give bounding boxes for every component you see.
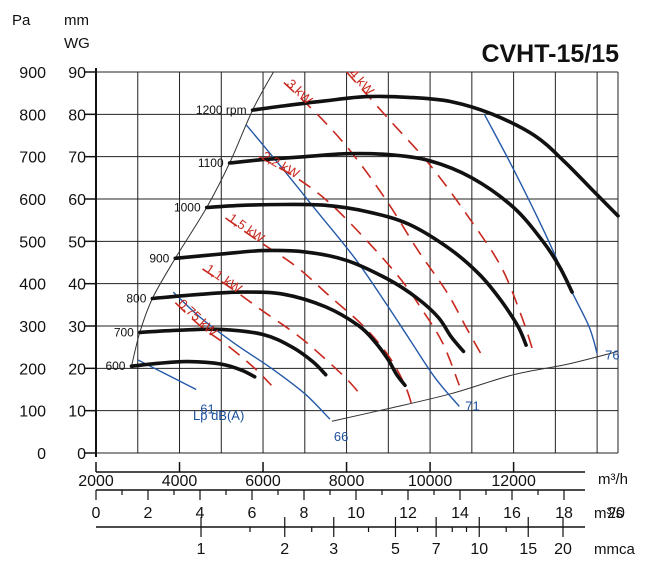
y-tick-label-mmwg: 80 [68,107,86,124]
x-tick-label-m3h: 10000 [408,473,453,490]
x-tick-label-m3h: 4000 [162,473,198,490]
x-tick-label-m3s: 4 [196,505,205,522]
y-tick-label-pa: 300 [19,319,46,336]
power-curves [174,71,536,411]
speed-curves [129,94,620,388]
x-tick-label-m3h: 8000 [329,473,365,490]
power-curve-0-75-kW [174,302,272,386]
y-tick-label-pa: 900 [19,65,46,82]
x-tick-label-mmca: 3 [329,541,338,558]
y-tick-label-mmwg: 30 [68,319,86,336]
y-tick-label-pa: 500 [19,234,46,251]
power-curve-2-2-kW [258,156,461,386]
x-tick-label-m3s: 0 [92,505,101,522]
x-tick-label-m3h: 2000 [78,473,114,490]
x-tick-label-m3s: 12 [399,505,417,522]
x-tick-label-mmca: 15 [519,541,537,558]
y-tick-label-pa: 400 [19,277,46,294]
speed-curve-1000 [204,202,528,347]
speed-curve-700 [138,327,328,377]
speed-label-600: 600 [105,359,125,373]
x-tick-label-m3s: 8 [300,505,309,522]
speed-label-800: 800 [126,291,146,305]
x-tick-label-m3s: 20 [607,505,625,522]
x-tick-label-m3s: 2 [144,505,153,522]
x-tick-label-mmca: 1 [197,541,206,558]
power-curve-4-kW [346,71,536,356]
operating-boundaries [131,71,619,422]
noise-curve-66 [172,291,331,420]
y-tick-label-pa: 700 [19,150,46,167]
power-curve-3-kW [283,82,486,361]
speed-label-700: 700 [114,325,134,339]
y-tick-label-pa: 200 [19,361,46,378]
speed-curve-1100 [227,151,574,294]
noise-label-76: 76 [605,348,619,363]
y-tick-label-mmwg: 10 [68,404,86,421]
x-tick-label-mmca: 5 [391,541,400,558]
y-axis: 0 0 100 10 200 20 300 30 400 40 500 50 600 60 700 70 800… [19,65,96,463]
y-tick-label-mmwg: 20 [68,361,86,378]
x-tick-label-mmca: 10 [470,541,488,558]
y-tick-label-pa: 600 [19,192,46,209]
x-tick-label-m3h: 6000 [245,473,281,490]
power-label-0-75-kW: 0.75 kW [175,296,221,340]
speed-label-1000: 1000 [174,200,201,214]
y-tick-label-pa: 800 [19,107,46,124]
power-label-2-2-kW: 2,2 kW [259,148,302,181]
x-tick-label-mmca: 7 [432,541,441,558]
x-tick-label-m3h: 12000 [491,473,536,490]
noise-curve-76 [483,113,598,354]
y-axis-unit-wg: WG [64,35,90,52]
noise-label-71: 71 [465,398,479,413]
x-tick-label-m3s: 16 [503,505,521,522]
speed-curve-800 [150,290,407,388]
x-tick-label-mmca: 20 [554,541,572,558]
x-axis-unit-mmca: mmca [594,541,635,558]
speed-label-900: 900 [149,251,169,265]
y-tick-label-mmwg: 60 [68,192,86,209]
y-tick-label-mmwg: 50 [68,234,86,251]
y-tick-label-mmwg: 0 [77,446,86,463]
speed-label-1200-rpm: 1200 rpm [196,103,247,117]
power-curve-1-5-kW [225,217,415,411]
x-tick-label-m3s: 14 [451,505,469,522]
x-tick-label-m3s: 10 [347,505,365,522]
y-tick-label-mmwg: 70 [68,150,86,167]
speed-curve-600 [129,359,257,379]
speed-curve-1200-rpm [250,94,620,218]
speed-label-1100: 1100 [198,156,224,170]
y-axis-unit-mm: mm [64,12,89,29]
noise-unit-label: Lp dB(A) [193,408,244,423]
x-tick-label-mmca: 2 [280,541,289,558]
x-tick-label-m3s: 6 [248,505,257,522]
y-tick-label-mmwg: 90 [68,65,86,82]
y-axis-unit-pa: Pa [12,12,31,29]
x-axis-unit-m3h: m³/h [598,471,628,488]
power-label-1-5-kW: 1,5 kW [226,210,268,246]
y-tick-label-pa: 100 [19,404,46,421]
boundary-bottom-curve [331,350,619,422]
grid [95,68,619,457]
noise-label-66: 66 [334,429,348,444]
y-tick-label-mmwg: 40 [68,277,86,294]
x-axis-unit-m3s: m³/s [594,505,623,522]
power-label-4-kW: 4 kW [346,66,377,99]
x-tick-label-m3s: 18 [555,505,573,522]
chart-title: CVHT-15/15 [481,40,619,68]
boundary-left-curve [131,71,274,367]
noise-label-61: 61 [200,402,214,417]
speed-curve-900 [173,248,466,354]
y-tick-label-pa: 0 [37,446,46,463]
